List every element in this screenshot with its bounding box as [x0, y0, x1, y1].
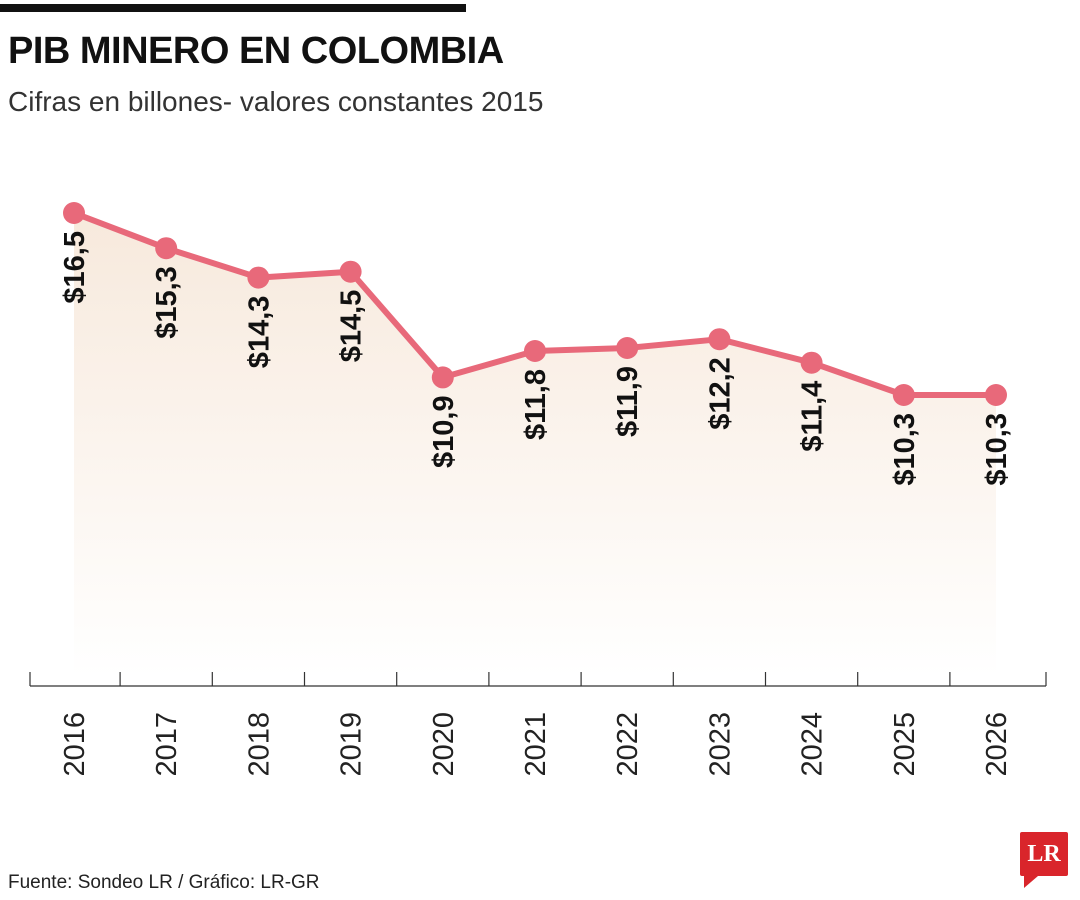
data-label: $14,5: [336, 290, 368, 363]
chart-subtitle: Cifras en billones- valores constantes 2…: [8, 86, 544, 117]
x-tick-label: 2025: [889, 712, 921, 777]
x-tick-label: 2022: [612, 712, 644, 777]
data-point: [708, 328, 731, 351]
data-label: $12,2: [704, 357, 736, 430]
top-rule: [0, 4, 466, 12]
data-point: [247, 266, 270, 289]
x-tick-label: 2023: [704, 712, 736, 777]
x-tick-label: 2019: [336, 712, 368, 777]
x-tick-label: 2016: [59, 712, 91, 777]
data-point: [63, 202, 85, 224]
data-label: $11,4: [797, 381, 829, 452]
data-label: $11,8: [520, 369, 552, 440]
data-point: [155, 237, 178, 260]
data-label: $10,3: [981, 413, 1013, 486]
x-tick-label: 2020: [428, 712, 460, 777]
x-tick-label: 2021: [520, 712, 552, 777]
data-point: [339, 260, 362, 283]
data-point: [431, 366, 454, 389]
data-point: [892, 384, 915, 406]
x-tick-label: 2017: [151, 712, 183, 777]
area-fill: [74, 213, 996, 676]
data-point: [985, 384, 1007, 406]
data-label: $16,5: [59, 231, 91, 304]
lr-logo: LR: [1020, 832, 1068, 888]
data-label: $14,3: [243, 296, 275, 369]
x-tick-label: 2024: [797, 712, 829, 777]
data-label: $15,3: [151, 266, 183, 339]
data-label: $10,3: [889, 413, 921, 486]
chart-title: PIB MINERO EN COLOMBIA: [8, 30, 504, 72]
line-chart: $16,5 $15,3 $14,3 $14,5 $10,9 $11,8 $11,9 $12,2…: [29, 202, 1047, 777]
source-note: Fuente: Sondeo LR / Gráfico: LR-GR: [8, 872, 320, 893]
x-tick-label: 2018: [243, 712, 275, 777]
data-label: $10,9: [428, 395, 460, 468]
data-point: [524, 340, 546, 362]
x-tick-label: 2026: [981, 712, 1013, 777]
data-point: [800, 351, 823, 374]
data-point: [616, 337, 639, 359]
data-label: $11,9: [612, 366, 644, 437]
